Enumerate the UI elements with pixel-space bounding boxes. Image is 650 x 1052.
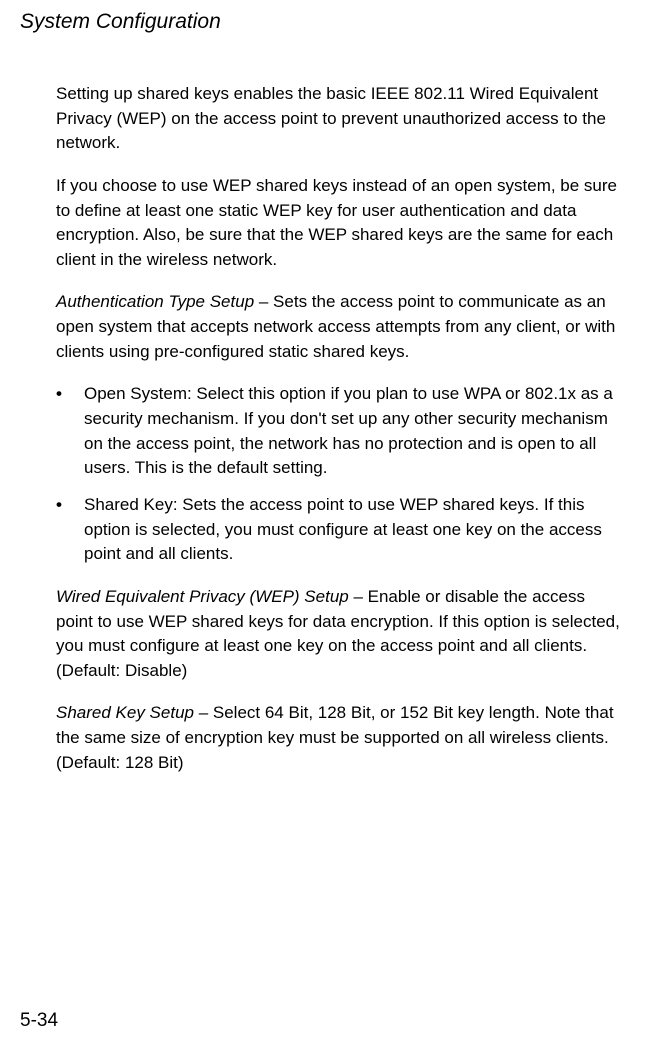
list-item: • Shared Key: Sets the access point to u… xyxy=(56,493,620,567)
shared-key-setup-label: Shared Key Setup xyxy=(56,703,194,722)
page-container: System Configuration Setting up shared k… xyxy=(0,0,650,1052)
wep-setup-label: Wired Equivalent Privacy (WEP) Setup xyxy=(56,587,349,606)
paragraph-intro-2: If you choose to use WEP shared keys ins… xyxy=(56,174,620,273)
bullet-icon: • xyxy=(56,382,84,407)
paragraph-shared-key-setup: Shared Key Setup – Select 64 Bit, 128 Bi… xyxy=(56,701,620,775)
paragraph-intro-1: Setting up shared keys enables the basic… xyxy=(56,82,620,156)
auth-type-label: Authentication Type Setup xyxy=(56,292,254,311)
page-number: 5-34 xyxy=(20,1010,58,1032)
page-header-title: System Configuration xyxy=(20,10,630,34)
bullet-text: Shared Key: Sets the access point to use… xyxy=(84,493,620,567)
bullet-list: • Open System: Select this option if you… xyxy=(56,382,620,566)
paragraph-auth-type: Authentication Type Setup – Sets the acc… xyxy=(56,290,620,364)
bullet-text: Open System: Select this option if you p… xyxy=(84,382,620,481)
bullet-icon: • xyxy=(56,493,84,518)
list-item: • Open System: Select this option if you… xyxy=(56,382,620,481)
content-block: Setting up shared keys enables the basic… xyxy=(56,82,620,775)
paragraph-wep-setup: Wired Equivalent Privacy (WEP) Setup – E… xyxy=(56,585,620,684)
